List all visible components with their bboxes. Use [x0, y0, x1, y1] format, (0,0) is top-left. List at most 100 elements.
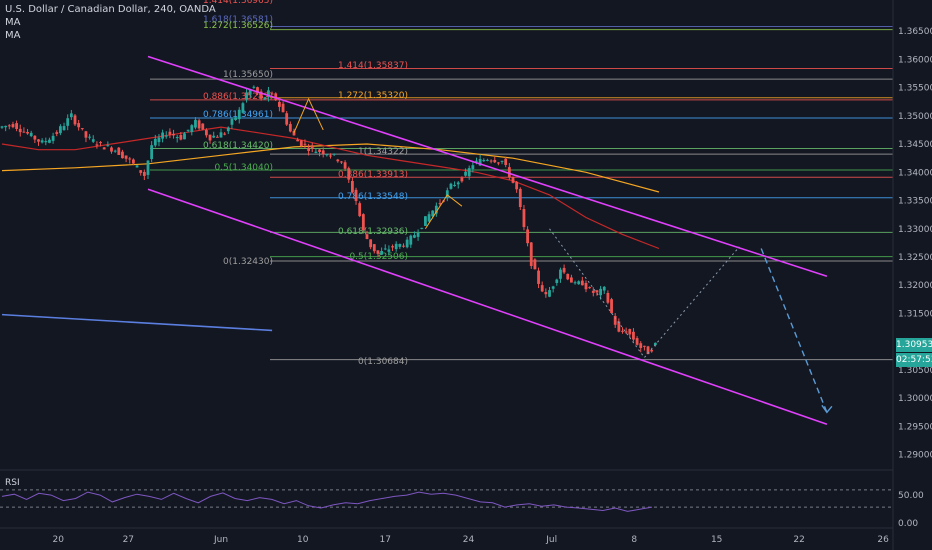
candle-body	[88, 136, 91, 138]
candle-body	[201, 123, 205, 130]
candle-body	[650, 349, 654, 352]
candle-body	[4, 125, 8, 128]
candle-body	[617, 321, 621, 332]
candle-body	[73, 115, 77, 125]
symbol-title[interactable]: U.S. Dollar / Canadian Dollar, 240, OAND…	[5, 4, 216, 15]
candle-body	[11, 124, 15, 128]
time-tick-label: 27	[123, 535, 134, 545]
candle-body	[172, 133, 175, 136]
candle-body	[577, 281, 581, 285]
candle-body	[59, 126, 62, 134]
candle-body	[515, 181, 519, 190]
fib-levels	[150, 25, 893, 361]
candle-body	[613, 315, 617, 325]
candle-body	[168, 131, 172, 135]
candle-body	[595, 290, 599, 293]
candle-body	[102, 147, 106, 150]
candle-body	[405, 239, 409, 248]
fib-label: 0.5(1.32506)	[349, 252, 408, 262]
candle-body	[321, 150, 325, 155]
time-tick-label: Jun	[213, 535, 228, 545]
candle-body	[387, 249, 391, 252]
fib-label: 1.414(1.36965)	[203, 0, 273, 6]
fib-label: 1.414(1.35837)	[338, 61, 408, 71]
candle-body	[610, 299, 613, 314]
candle-body	[208, 134, 212, 141]
candle-body	[288, 124, 292, 132]
candle-body	[150, 145, 154, 160]
candle-body	[7, 125, 11, 127]
rsi-label[interactable]: RSI	[5, 478, 20, 488]
candle-body	[263, 97, 267, 100]
candle-body	[135, 165, 139, 168]
candle-body	[256, 87, 259, 94]
candle-body	[347, 168, 351, 180]
candle-body	[343, 162, 347, 169]
candle-body	[624, 331, 628, 333]
candle-body	[267, 90, 270, 98]
candle-body	[175, 137, 179, 139]
candle-body	[161, 132, 164, 139]
fib-label: 0.886(1.33913)	[338, 170, 408, 180]
candle-body	[142, 171, 146, 176]
candle-body	[80, 128, 84, 130]
last-price-badge: 1.30953	[896, 338, 932, 352]
indicator-ma-1[interactable]: MA	[5, 17, 21, 28]
ma-fast-line	[1, 126, 660, 250]
price-tick-label: 1.30000	[898, 394, 932, 404]
candle-body	[281, 103, 285, 113]
candle-body	[91, 139, 95, 142]
candle-body	[361, 214, 365, 231]
candle-body	[40, 140, 44, 143]
candle-body	[533, 259, 537, 270]
candle-body	[157, 137, 161, 143]
candle-body	[219, 132, 223, 138]
candle-body	[632, 331, 635, 340]
fib-label: 0(1.32430)	[223, 257, 273, 267]
candle-body	[66, 118, 70, 126]
candle-body	[329, 155, 332, 157]
candle-body	[416, 232, 420, 237]
candle-body	[544, 292, 548, 295]
candle-body	[570, 277, 573, 283]
candle-body	[0, 126, 4, 128]
candle-body	[500, 160, 504, 162]
candle-body	[540, 285, 544, 292]
fib-label: 0.786(1.33548)	[338, 192, 408, 202]
candle-body	[332, 153, 336, 155]
drawings[interactable]	[1, 55, 833, 425]
indicator-ma-2[interactable]: MA	[5, 30, 21, 41]
price-tick-label: 1.31500	[898, 309, 932, 319]
price-tick-label: 1.29500	[898, 422, 932, 432]
time-tick-label: 15	[711, 535, 722, 545]
candle-body	[628, 329, 632, 335]
fib-label: 1.618(1.36581)	[203, 15, 273, 25]
harmonic-pattern	[293, 97, 324, 133]
candle-body	[194, 119, 197, 128]
candle-body	[26, 132, 29, 134]
time-tick-label: 17	[380, 535, 391, 545]
price-tick-label: 1.35000	[898, 112, 932, 122]
price-tick-label: 1.34500	[898, 140, 932, 150]
time-tick-label: 10	[297, 535, 309, 545]
candle-body	[471, 165, 475, 170]
candle-body	[376, 250, 380, 254]
candle-body	[420, 227, 424, 229]
candle-body	[555, 279, 559, 283]
harmonic-pattern	[424, 194, 463, 230]
candle-body	[351, 180, 354, 193]
candle-body	[522, 209, 526, 228]
candle-body	[318, 149, 321, 152]
candle-body	[398, 243, 402, 247]
candle-body	[599, 288, 602, 296]
price-tick-label: 1.32500	[898, 253, 932, 263]
candle-body	[464, 171, 467, 176]
candle-body	[621, 330, 624, 332]
candle-body	[340, 161, 343, 163]
candle-body	[489, 160, 493, 162]
candle-body	[424, 216, 427, 226]
candle-body	[507, 167, 511, 178]
candle-body	[307, 147, 310, 151]
price-tick-label: 1.36000	[898, 55, 932, 65]
